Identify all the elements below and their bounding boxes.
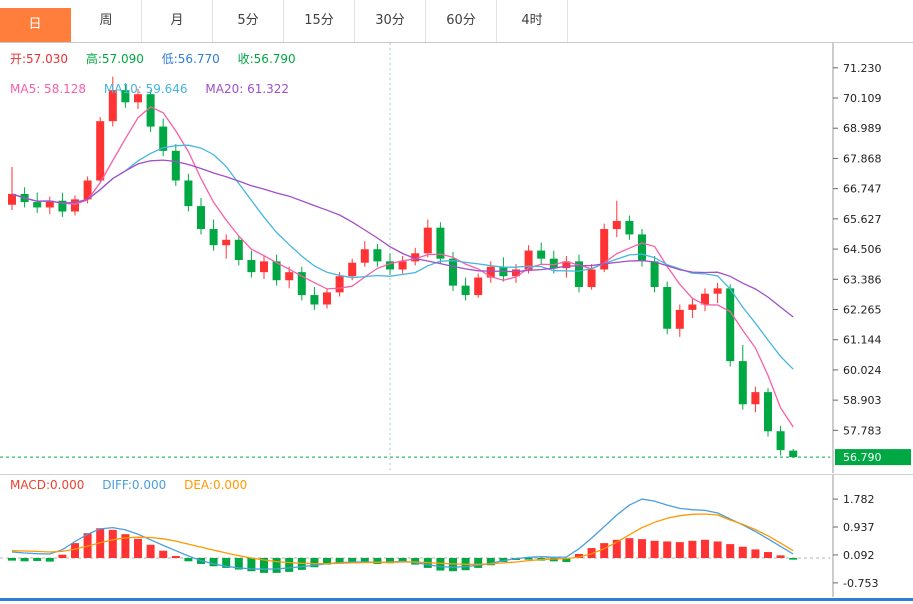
tab-5min[interactable]: 5分	[213, 0, 284, 42]
ma5-value: MA5: 58.128	[10, 82, 87, 96]
svg-text:67.868: 67.868	[843, 152, 882, 165]
ma10-value: MA10: 59.646	[103, 82, 188, 96]
tab-60min[interactable]: 60分	[426, 0, 497, 42]
svg-text:60.024: 60.024	[843, 364, 882, 377]
svg-text:68.989: 68.989	[843, 122, 882, 135]
svg-text:0.937: 0.937	[843, 521, 875, 534]
svg-text:62.265: 62.265	[843, 303, 882, 316]
tab-month[interactable]: 月	[142, 0, 213, 42]
tab-4hour[interactable]: 4时	[497, 0, 568, 42]
svg-text:61.144: 61.144	[843, 334, 882, 347]
price-panel: 71.230 70.109 68.989 67.868 66.747 65.627 64.5…	[0, 43, 913, 475]
svg-text:58.903: 58.903	[843, 394, 882, 407]
high-value: 高:57.090	[85, 52, 144, 66]
macd-chart[interactable]: 1.782 0.937 0.092 -0.753	[0, 475, 913, 597]
close-value: 收:56.790	[237, 52, 296, 66]
dea-value: DEA:0.000	[184, 478, 248, 492]
svg-text:-0.753: -0.753	[843, 577, 878, 590]
low-value: 低:56.770	[161, 52, 220, 66]
diff-value: DIFF:0.000	[102, 478, 167, 492]
ohlc-legend: 开:57.030 高:57.090 低:56.770 收:56.790	[10, 50, 310, 67]
ma-legend: MA5: 58.128 MA10: 59.646 MA20: 61.322	[10, 82, 303, 96]
tab-30min[interactable]: 30分	[355, 0, 426, 42]
svg-text:63.386: 63.386	[843, 273, 882, 286]
svg-text:65.627: 65.627	[843, 213, 882, 226]
bottom-divider	[0, 598, 913, 601]
svg-text:70.109: 70.109	[843, 92, 882, 105]
macd-panel: 1.782 0.937 0.092 -0.753 MACD:0.000 DIFF:0.…	[0, 475, 913, 599]
svg-text:57.783: 57.783	[843, 424, 882, 437]
open-value: 开:57.030	[10, 52, 69, 66]
svg-text:0.092: 0.092	[843, 549, 875, 562]
period-tabbar: 日 周 月 5分 15分 30分 60分 4时	[0, 0, 913, 43]
svg-text:64.506: 64.506	[843, 243, 882, 256]
macd-value: MACD:0.000	[10, 478, 85, 492]
tab-day[interactable]: 日	[0, 8, 71, 42]
svg-text:71.230: 71.230	[843, 62, 882, 75]
svg-text:56.790: 56.790	[843, 451, 882, 464]
ma20-value: MA20: 61.322	[205, 82, 290, 96]
tab-15min[interactable]: 15分	[284, 0, 355, 42]
tab-week[interactable]: 周	[71, 0, 142, 42]
macd-legend: MACD:0.000 DIFF:0.000 DEA:0.000	[10, 478, 261, 492]
svg-text:1.782: 1.782	[843, 493, 875, 506]
tabbar-spacer	[568, 0, 913, 42]
svg-text:66.747: 66.747	[843, 183, 882, 196]
candlestick-chart[interactable]: 71.230 70.109 68.989 67.868 66.747 65.627 64.5…	[0, 43, 913, 473]
